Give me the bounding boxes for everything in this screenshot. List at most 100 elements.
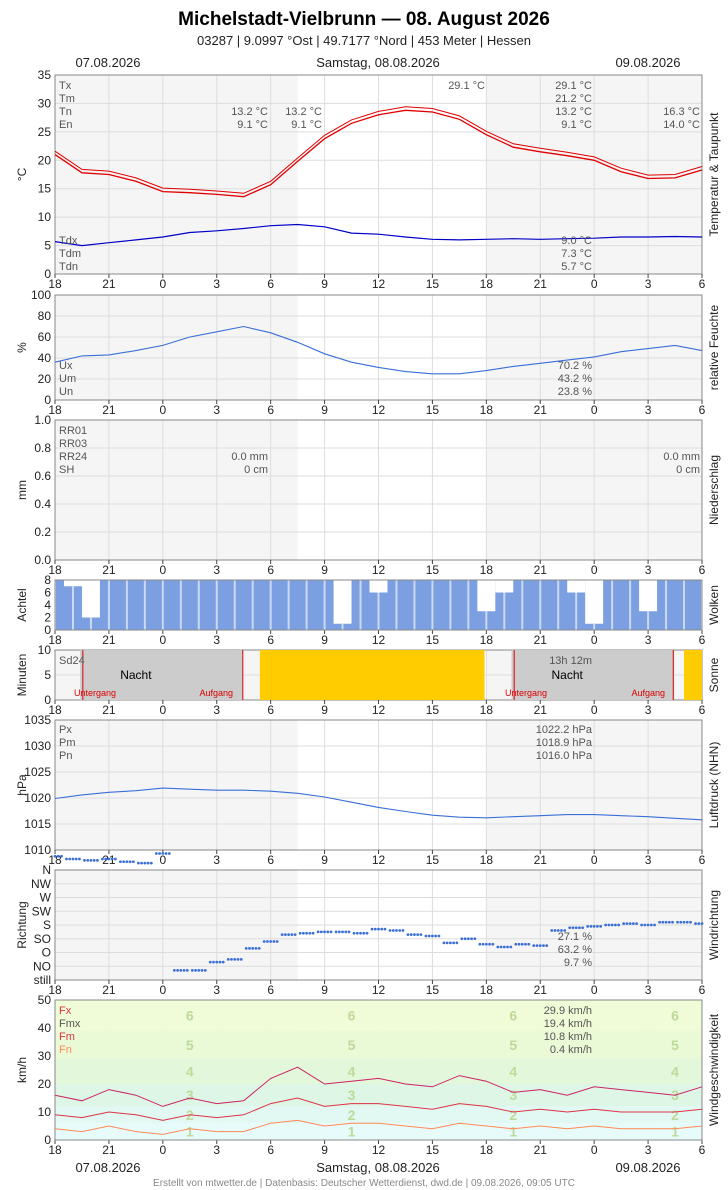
wind-direction-point <box>275 940 279 943</box>
x-tick-label: 18 <box>48 1143 62 1157</box>
beaufort-label: 1 <box>186 1124 194 1140</box>
dewpoint-stat-label: Tdn <box>59 261 78 273</box>
wind-direction-point <box>113 857 117 861</box>
x-tick-label: 12 <box>372 563 386 577</box>
x-tick-label: 18 <box>48 277 62 291</box>
wind-direction-point <box>161 852 165 855</box>
cloud-bar <box>89 617 92 630</box>
wind-direction-stat-value: 27.1 % <box>558 931 592 943</box>
cloud-gap-bar <box>567 580 586 593</box>
wind-direction-point <box>167 852 171 855</box>
cloud-bar <box>251 580 254 630</box>
wind-direction-point <box>484 942 488 946</box>
temp-stat-mid-value: 13.2 °C <box>285 106 322 118</box>
wind-direction-point <box>266 940 269 943</box>
y-tick-label: 6 <box>44 586 51 600</box>
dewpoint-stat-label: Tdx <box>59 235 78 247</box>
wind-direction-point <box>517 942 521 946</box>
x-tick-label: 15 <box>426 1143 440 1157</box>
temp-stat-value: 9.1 °C <box>561 119 592 131</box>
wind-direction-point <box>337 930 341 934</box>
x-tick-label: 0 <box>159 703 166 717</box>
dewpoint-stat-value: 5.7 °C <box>561 261 592 273</box>
wind-direction-point <box>470 937 473 941</box>
wind-direction-point <box>65 857 68 861</box>
precip-stat-mid-value: 0.0 mm <box>231 451 268 463</box>
sunshine-bar <box>684 650 702 700</box>
beaufort-band <box>55 1106 702 1124</box>
wind-direction-point <box>581 926 585 930</box>
beaufort-label: 2 <box>671 1107 679 1123</box>
beaufort-label: 1 <box>348 1124 356 1140</box>
wind-direction-point <box>488 942 491 946</box>
y-axis-label: Richtung <box>15 901 29 948</box>
cloud-bar <box>143 580 146 630</box>
cloud-bar <box>485 611 488 630</box>
panel-pressure: 1010101510201025103010351821036912151821… <box>15 713 721 867</box>
wind-direction-point <box>284 933 287 937</box>
cloud-gap-bar <box>63 580 82 587</box>
wind-direction-point <box>293 933 297 937</box>
date-right: 09.08.2026 <box>615 55 680 70</box>
wind-stat-value: 19.4 km/h <box>544 1018 592 1030</box>
wind-direction-point <box>607 923 611 927</box>
wind-direction-point <box>298 931 302 935</box>
beaufort-label: 3 <box>348 1087 356 1103</box>
x-tick-label: 3 <box>645 1143 652 1157</box>
x-tick-label: 21 <box>534 703 548 717</box>
cloud-gap-bar <box>639 580 658 612</box>
wind-direction-point <box>128 860 132 864</box>
panel-side-label: Windrichtung <box>707 890 721 960</box>
wind-direction-point <box>53 854 57 858</box>
beaufort-label: 5 <box>186 1037 194 1053</box>
y-tick-label: 50 <box>38 993 52 1007</box>
wind-stat-label: Fmx <box>59 1018 81 1030</box>
temp-stat-mid-value: 9.1 °C <box>291 119 322 131</box>
sunshine-sum-value: 13h 12m <box>549 655 592 667</box>
wind-direction-point <box>613 923 617 927</box>
y-tick-label: 35 <box>38 68 52 82</box>
wind-direction-point <box>262 940 266 943</box>
mean-wind-line <box>54 1097 703 1121</box>
y-tick-label: 0 <box>44 267 51 281</box>
wind-direction-point <box>149 861 153 865</box>
wind-direction-point <box>535 944 539 948</box>
y-axis-label: hPa <box>15 774 29 796</box>
x-tick-label: 18 <box>48 403 62 417</box>
beaufort-label: 1 <box>671 1124 679 1140</box>
wind-direction-point <box>556 929 560 932</box>
cloud-bar <box>521 580 524 630</box>
cloud-bar <box>395 580 398 630</box>
wind-direction-point <box>419 933 423 937</box>
y-tick-label: 30 <box>38 96 52 110</box>
wind-direction-point <box>208 960 212 964</box>
wind-direction-point <box>676 920 679 924</box>
x-tick-label: 15 <box>426 403 440 417</box>
y-tick-label: SW <box>32 904 52 918</box>
beaufort-label: 1 <box>509 1124 517 1140</box>
beaufort-label: 5 <box>348 1037 356 1053</box>
x-tick-label: 15 <box>426 983 440 997</box>
x-tick-label: 0 <box>591 563 598 577</box>
wind-direction-point <box>236 957 240 961</box>
date-center: Samstag, 08.08.2026 <box>316 55 440 70</box>
beaufort-label: 4 <box>186 1063 194 1079</box>
cloud-bar <box>449 580 452 630</box>
sunrise-label: Aufgang <box>631 688 665 698</box>
x-tick-label: 21 <box>102 277 116 291</box>
wind-direction-point <box>413 933 416 937</box>
x-tick-label: 12 <box>372 277 386 291</box>
night-band <box>511 650 675 700</box>
x-tick-label: 0 <box>591 633 598 647</box>
wind-direction-point <box>388 929 392 932</box>
wind-direction-point <box>251 946 255 950</box>
wind-direction-point <box>491 942 495 946</box>
wind-direction-point <box>460 937 464 941</box>
x-tick-label: 3 <box>645 983 652 997</box>
wind-direction-point <box>347 930 351 934</box>
y-tick-label: 0.8 <box>34 441 51 455</box>
wind-direction-point <box>416 933 420 937</box>
wind-direction-point <box>78 857 81 861</box>
wind-direction-point <box>269 940 273 943</box>
